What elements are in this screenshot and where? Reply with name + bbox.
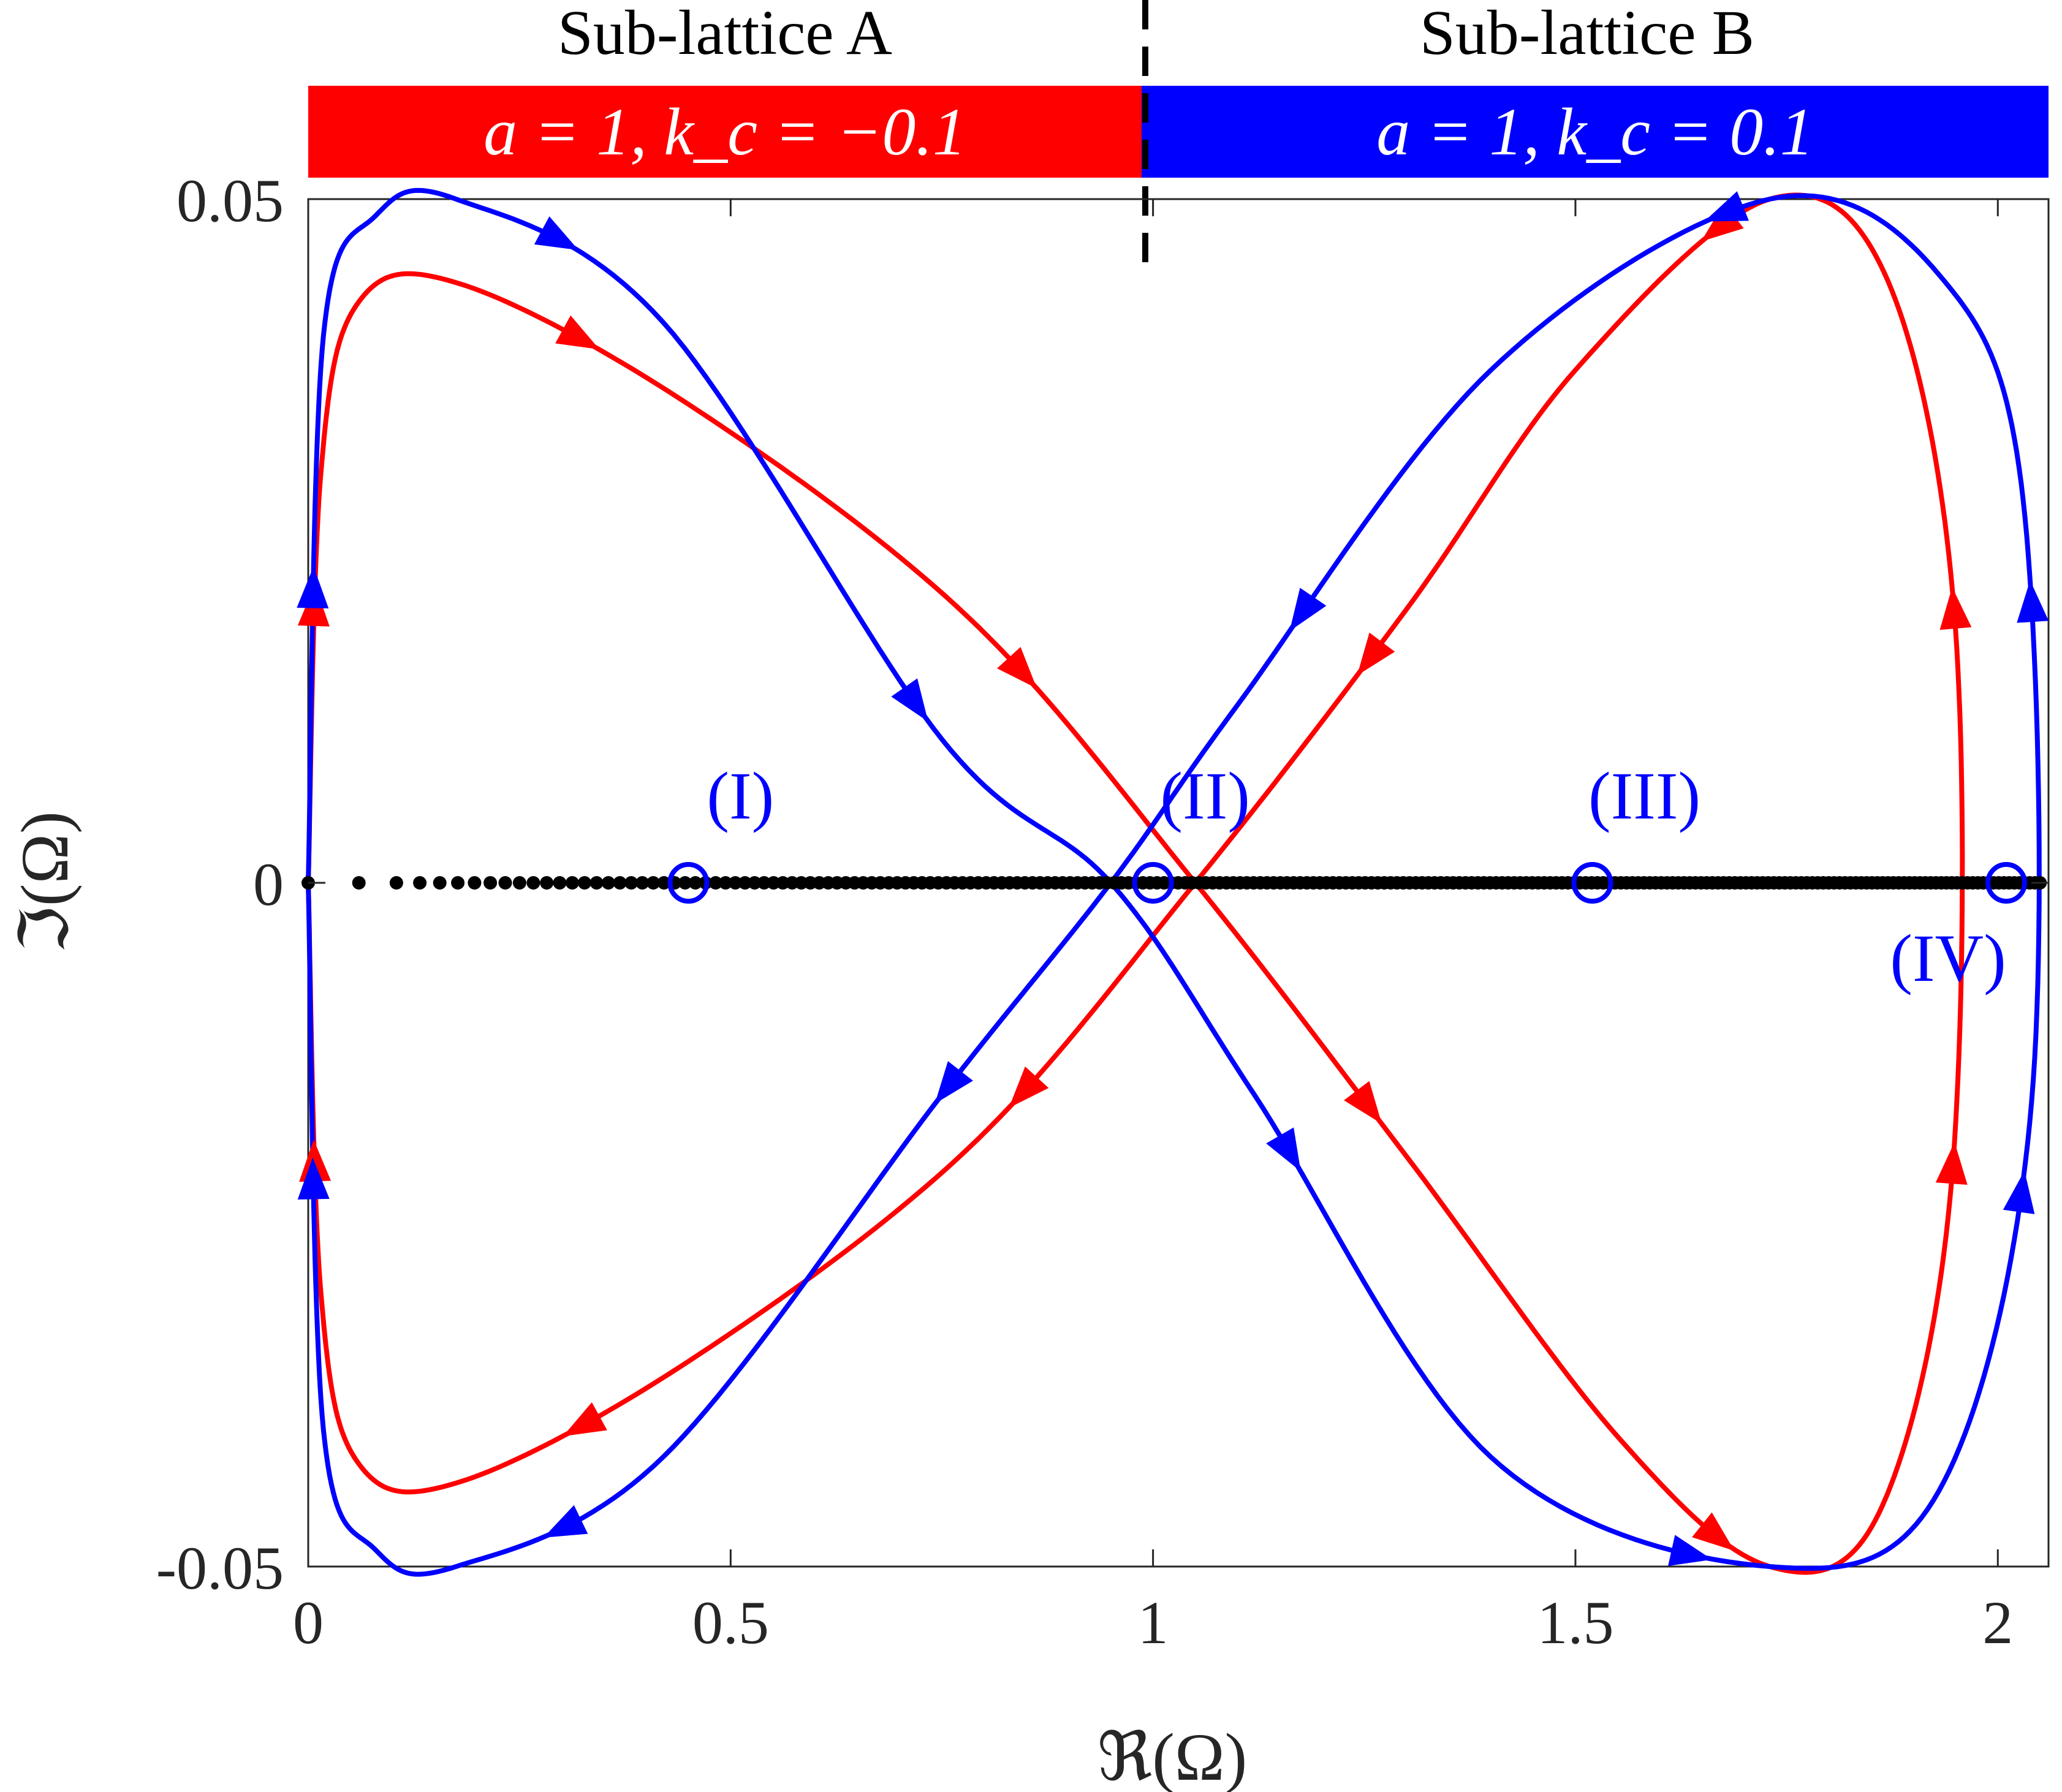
- real-axis-dot: [601, 876, 615, 890]
- marker-4: [1985, 862, 2028, 904]
- real-axis-dot: [613, 876, 627, 890]
- real-axis-dot: [729, 876, 742, 890]
- marker-2: [1132, 862, 1174, 904]
- real-axis-dot: [540, 876, 554, 890]
- sublattice-b-title: Sub-lattice B: [1420, 0, 1754, 68]
- direction-arrow: [543, 1505, 588, 1538]
- marker-label-1: (I): [707, 758, 774, 833]
- x-tick-label: 1.5: [1537, 1589, 1613, 1657]
- direction-arrow: [934, 1061, 973, 1104]
- direction-arrow: [1704, 191, 1749, 222]
- direction-arrow: [299, 1140, 332, 1182]
- real-axis-dot: [433, 876, 447, 890]
- real-axis-dot: [657, 876, 671, 890]
- real-axis-dot: [451, 876, 465, 890]
- direction-arrow: [563, 1402, 607, 1437]
- real-axis-dot: [389, 876, 403, 890]
- direction-arrow: [1357, 632, 1395, 676]
- real-axis-dot: [578, 876, 591, 890]
- real-axis-dot: [526, 876, 540, 890]
- direction-arrow: [1692, 1512, 1735, 1551]
- direction-arrow: [555, 315, 600, 350]
- direction-arrow: [1701, 203, 1744, 242]
- real-axis-dot: [688, 876, 702, 890]
- direction-arrow: [1289, 588, 1327, 632]
- sublattice-b-bar: [1142, 86, 2049, 178]
- real-axis-dot: [738, 876, 752, 890]
- marker-1: [667, 862, 710, 904]
- sublattice-a-title: Sub-lattice A: [558, 0, 892, 68]
- curves: [306, 187, 2042, 1577]
- x-tick-label: 1: [1138, 1589, 1169, 1657]
- direction-arrow: [997, 646, 1037, 689]
- direction-arrows: [297, 191, 2049, 1567]
- y-axis-label: ℑ(Ω): [7, 811, 82, 953]
- series-0-curve: [306, 192, 1965, 1575]
- direction-arrow: [297, 566, 329, 609]
- real-axis-dot: [565, 876, 579, 890]
- direction-arrow: [1009, 1066, 1049, 1108]
- y-tick-label: 0.05: [176, 167, 284, 235]
- real-axis-dot: [719, 876, 732, 890]
- real-axis-dot: [352, 876, 366, 890]
- direction-arrow: [1344, 1081, 1382, 1124]
- real-axis-dot: [468, 876, 482, 890]
- real-axis-dot: [624, 876, 639, 890]
- real-axis-dot: [553, 876, 567, 890]
- x-tick-label: 0: [293, 1589, 324, 1657]
- real-axis-dot: [678, 876, 692, 890]
- real-axis-dot: [413, 876, 427, 890]
- marker-label-2: (II): [1160, 758, 1250, 833]
- sublattice-a-bar: [308, 86, 1142, 178]
- direction-arrow: [1668, 1535, 1713, 1567]
- marker-label-3: (III): [1588, 758, 1700, 833]
- real-axis-dot: [767, 876, 781, 890]
- real-axis-dot: [512, 876, 526, 890]
- real-axis-dot: [635, 876, 650, 890]
- sublattice-a-params: a = 1, k_c = −0.1: [483, 94, 966, 169]
- y-tick-label: -0.05: [156, 1534, 284, 1602]
- direction-arrow: [534, 216, 579, 251]
- direction-arrow: [2003, 1170, 2035, 1214]
- sublattice-b-params: a = 1, k_c = 0.1: [1376, 94, 1814, 169]
- direction-arrow: [1266, 1127, 1301, 1172]
- real-axis-dot: [483, 876, 498, 890]
- x-axis-label: ℜ(Ω): [1097, 1720, 1248, 1792]
- state-markers: (I) (II) (III) (IV): [667, 758, 2028, 996]
- real-axis-dot: [748, 876, 762, 890]
- real-axis-dot: [708, 876, 722, 890]
- real-axis-dot: [498, 876, 512, 890]
- real-axis-dot: [589, 876, 604, 890]
- direction-arrow: [891, 678, 928, 722]
- x-tick-label: 0.5: [692, 1589, 769, 1657]
- direction-arrow: [1939, 587, 1972, 630]
- direction-arrow: [1935, 1142, 1968, 1185]
- real-axis-dot: [776, 876, 790, 890]
- x-tick-label: 2: [1982, 1589, 2013, 1657]
- real-axis-dot: [646, 876, 661, 890]
- real-axis-points: [301, 876, 2047, 890]
- y-tick-label: 0: [253, 850, 284, 918]
- series-1-curve: [306, 187, 2042, 1577]
- direction-arrow: [297, 1157, 330, 1200]
- direction-arrow: [2017, 580, 2049, 623]
- real-axis-dot: [757, 876, 771, 890]
- marker-3: [1571, 862, 1613, 904]
- marker-label-4: (IV): [1890, 921, 2006, 996]
